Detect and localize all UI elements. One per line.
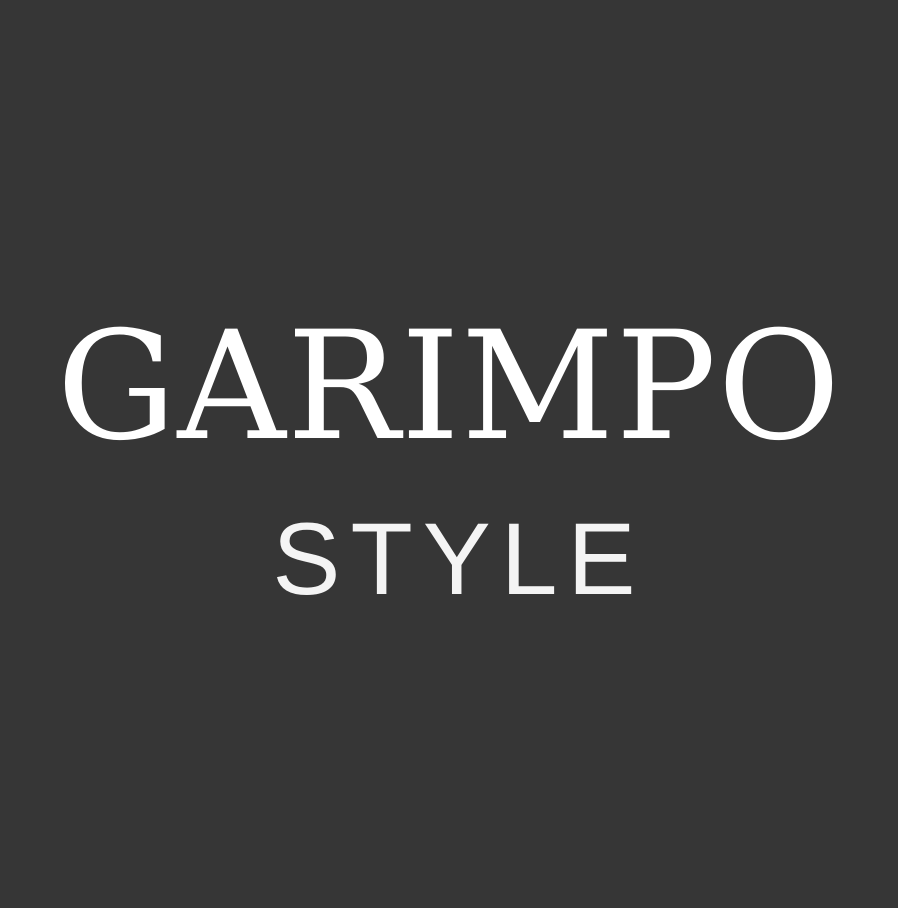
brand-name: GARIMPO — [56, 300, 842, 474]
brand-tagline: STYLE — [272, 502, 646, 616]
